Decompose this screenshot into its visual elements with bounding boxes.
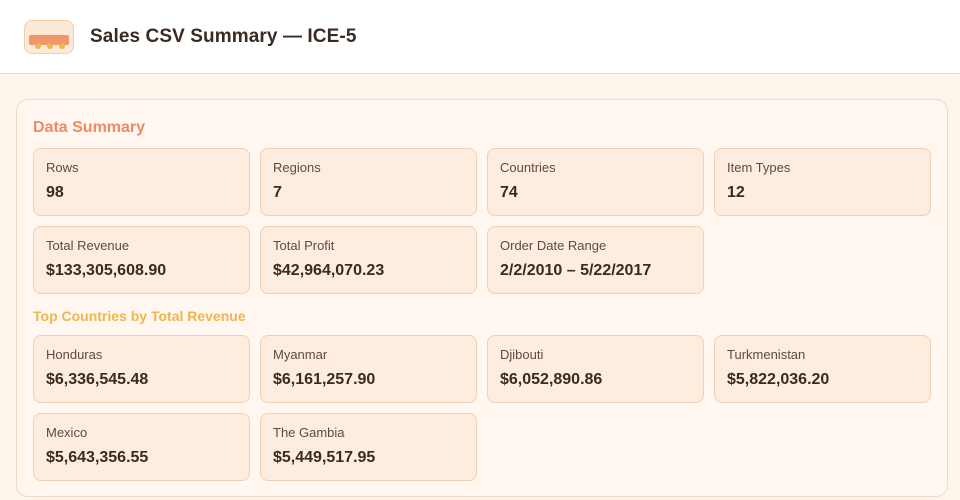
country-revenue: $5,822,036.20 xyxy=(727,371,830,388)
stat-label: Order Date Range xyxy=(500,238,607,253)
country-name: The Gambia xyxy=(273,425,345,440)
country-card: Mexico $5,643,356.55 xyxy=(33,413,250,481)
stat-value: 12 xyxy=(727,184,745,201)
country-card: Djibouti $6,052,890.86 xyxy=(487,335,704,403)
wheel-dot xyxy=(59,43,65,49)
country-card: Turkmenistan $5,822,036.20 xyxy=(714,335,931,403)
stat-card-rows: Rows 98 xyxy=(33,148,250,216)
stat-label: Regions xyxy=(273,160,321,175)
app-header: Sales CSV Summary — ICE-5 xyxy=(0,0,960,74)
country-card: The Gambia $5,449,517.95 xyxy=(260,413,477,481)
stat-card-countries: Countries 74 xyxy=(487,148,704,216)
stat-value: 98 xyxy=(46,184,64,201)
stat-label: Total Revenue xyxy=(46,238,130,253)
country-name: Djibouti xyxy=(500,347,544,362)
country-revenue: $6,336,545.48 xyxy=(46,371,149,388)
country-card: Myanmar $6,161,257.90 xyxy=(260,335,477,403)
stat-card-regions: Regions 7 xyxy=(260,148,477,216)
stat-label: Countries xyxy=(500,160,556,175)
country-revenue: $6,161,257.90 xyxy=(273,371,376,388)
country-name: Mexico xyxy=(46,425,88,440)
stat-label: Item Types xyxy=(727,160,791,175)
stat-card-item-types: Item Types 12 xyxy=(714,148,931,216)
top-countries-heading: Top Countries by Total Revenue xyxy=(33,308,246,324)
country-name: Myanmar xyxy=(273,347,328,362)
wheel-dot xyxy=(35,43,41,49)
stat-value: $133,305,608.90 xyxy=(46,262,167,279)
country-revenue: $5,449,517.95 xyxy=(273,449,376,466)
truck-body-shape xyxy=(29,35,69,45)
page-title: Sales CSV Summary — ICE-5 xyxy=(90,26,357,47)
stat-value: 7 xyxy=(273,184,282,201)
stat-value: 74 xyxy=(500,184,518,201)
country-name: Turkmenistan xyxy=(727,347,806,362)
stat-card-total-profit: Total Profit $42,964,070.23 xyxy=(260,226,477,294)
stat-label: Total Profit xyxy=(273,238,335,253)
stat-value: 2/2/2010 – 5/22/2017 xyxy=(500,262,652,279)
country-name: Honduras xyxy=(46,347,103,362)
data-summary-heading: Data Summary xyxy=(33,119,146,136)
country-revenue: $6,052,890.86 xyxy=(500,371,603,388)
stat-card-order-date-range: Order Date Range 2/2/2010 – 5/22/2017 xyxy=(487,226,704,294)
country-card: Honduras $6,336,545.48 xyxy=(33,335,250,403)
country-revenue: $5,643,356.55 xyxy=(46,449,149,466)
stat-value: $42,964,070.23 xyxy=(273,262,385,279)
truck-icon xyxy=(24,20,74,54)
stat-label: Rows xyxy=(46,160,79,175)
wheel-dot xyxy=(47,43,53,49)
stat-card-total-revenue: Total Revenue $133,305,608.90 xyxy=(33,226,250,294)
